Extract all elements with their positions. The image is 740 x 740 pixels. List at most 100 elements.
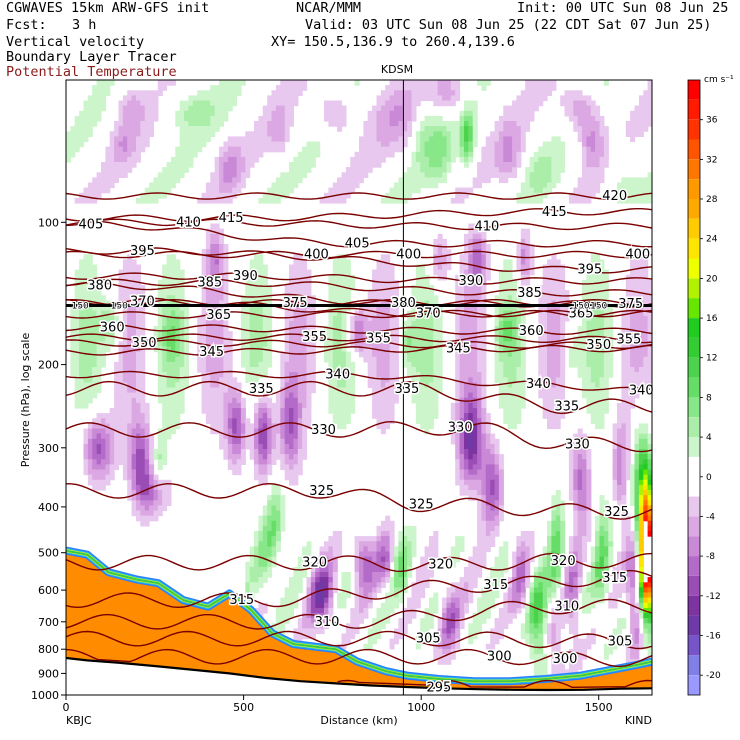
velocity-cell [262, 531, 268, 537]
velocity-cell [411, 156, 417, 163]
theta-label-340: 340 [629, 384, 654, 399]
velocity-cell [503, 126, 522, 132]
velocity-cell [442, 602, 448, 609]
valid-time: Valid: 03 UTC Sun 08 Jun 25 (22 CDT Sat … [305, 17, 712, 33]
velocity-cell [394, 105, 404, 112]
velocity-cell [617, 464, 622, 471]
velocity-cell [389, 187, 421, 194]
velocity-cell [564, 561, 570, 568]
velocity-cell [376, 100, 386, 107]
velocity-cell [608, 525, 614, 532]
velocity-cell [547, 423, 561, 430]
velocity-cell [149, 474, 155, 481]
velocity-cell [394, 592, 399, 599]
velocity-cell [472, 438, 478, 445]
velocity-cell [551, 592, 557, 599]
velocity-cell [538, 310, 548, 317]
velocity-cell [179, 341, 185, 348]
velocity-cell [442, 597, 448, 604]
velocity-cell [214, 167, 220, 173]
velocity-cell [503, 597, 509, 604]
velocity-cell [83, 254, 93, 260]
velocity-cell [498, 269, 513, 276]
velocity-cell [468, 628, 482, 635]
velocity-cell [477, 326, 487, 332]
velocity-cell [477, 320, 487, 327]
velocity-cell [127, 90, 163, 96]
velocity-cell [275, 536, 281, 542]
velocity-cell [254, 464, 259, 471]
velocity-cell [262, 525, 273, 532]
velocity-cell [66, 146, 80, 153]
velocity-cell [481, 244, 487, 250]
velocity-cell [498, 484, 504, 491]
velocity-cell [459, 443, 465, 450]
theta-label-310: 310 [315, 615, 340, 630]
velocity-cell [245, 167, 251, 173]
velocity-cell [599, 551, 609, 558]
velocity-cell [275, 177, 303, 184]
velocity-cell [638, 597, 644, 604]
velocity-cell [122, 310, 128, 317]
velocity-cell [586, 402, 609, 409]
velocity-cell [341, 587, 351, 594]
velocity-cell [603, 315, 614, 322]
velocity-cell [402, 356, 408, 363]
velocity-cell [547, 592, 552, 599]
velocity-cell [258, 397, 273, 404]
velocity-cell [223, 392, 242, 399]
velocity-cell [271, 520, 277, 527]
velocity-cell [542, 187, 552, 194]
velocity-cell [420, 618, 434, 624]
velocity-cell [197, 361, 207, 368]
velocity-cell [503, 259, 513, 266]
velocity-cell [538, 295, 570, 301]
colorbar-swatch [688, 417, 700, 438]
velocity-cell [324, 331, 334, 337]
velocity-cell [481, 233, 487, 240]
velocity-cell [306, 341, 316, 348]
velocity-cell [267, 515, 281, 522]
velocity-cell [512, 572, 518, 578]
velocity-cell [547, 561, 552, 568]
velocity-cell [590, 259, 605, 266]
velocity-cell [512, 566, 518, 573]
velocity-cell [533, 587, 544, 594]
velocity-cell [284, 587, 303, 594]
colorbar-swatch [688, 536, 700, 557]
velocity-cell [472, 274, 482, 281]
velocity-cell [293, 443, 299, 450]
velocity-cell [122, 115, 146, 122]
colorbar-unit-label: cm s⁻¹ [704, 75, 734, 85]
velocity-cell [533, 151, 566, 158]
velocity-cell [582, 305, 592, 312]
velocity-cell [542, 613, 548, 619]
velocity-cell [573, 638, 596, 645]
velocity-cell [205, 320, 224, 327]
velocity-cell [407, 341, 413, 348]
velocity-cell [398, 536, 404, 542]
velocity-cell [520, 90, 552, 96]
velocity-cell [402, 566, 408, 573]
velocity-cell [446, 587, 456, 594]
velocity-cell [363, 561, 386, 568]
velocity-cell [122, 320, 128, 327]
velocity-cell [267, 402, 281, 409]
velocity-cell [367, 628, 382, 635]
velocity-cell [647, 479, 652, 486]
velocity-cell [341, 336, 347, 342]
velocity-cell [354, 561, 360, 568]
velocity-cell [271, 90, 303, 96]
velocity-cell [284, 126, 290, 132]
colorbar-tick-label: -16 [706, 632, 721, 642]
velocity-cell [411, 582, 430, 588]
velocity-cell [498, 315, 504, 322]
velocity-cell [289, 464, 294, 471]
velocity-cell [538, 633, 544, 640]
velocity-cell [555, 515, 561, 522]
velocity-cell [96, 80, 115, 86]
velocity-cell [345, 382, 356, 389]
velocity-cell [197, 346, 207, 353]
velocity-cell [507, 607, 517, 614]
velocity-cell [638, 464, 644, 471]
